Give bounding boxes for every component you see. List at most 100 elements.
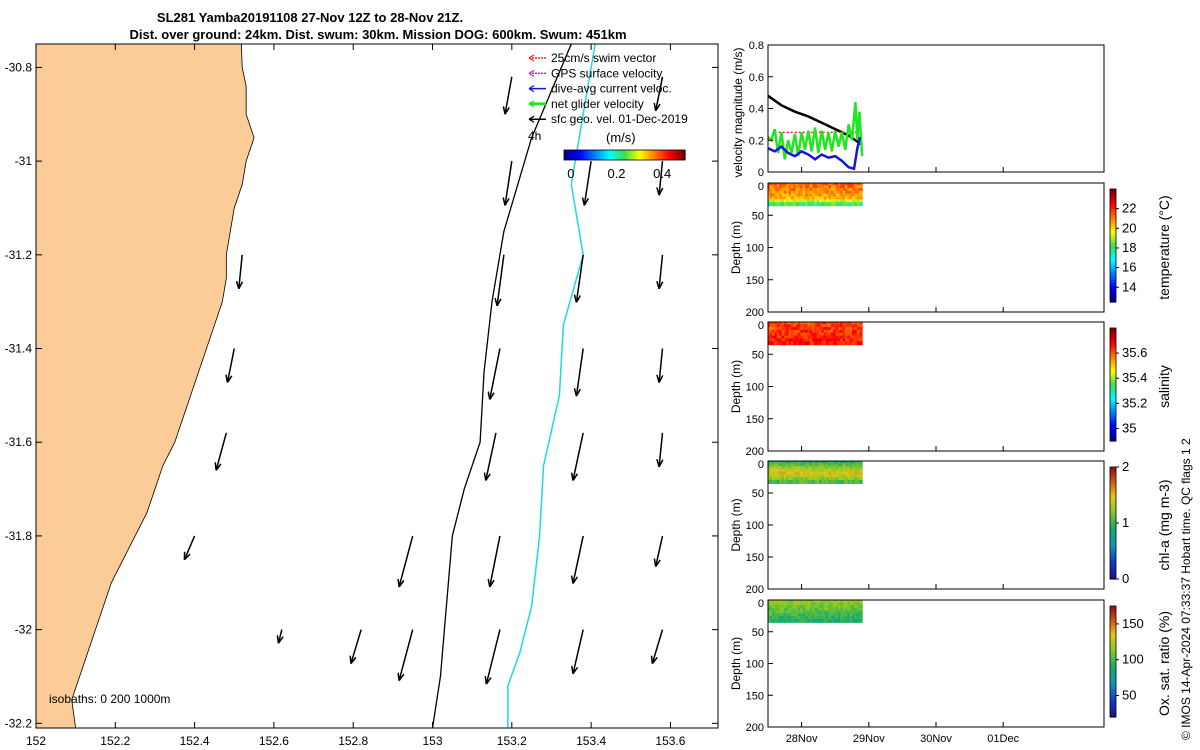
colorbar-cell [1110, 415, 1116, 419]
salinity-cell [823, 324, 828, 329]
chla-cell [816, 466, 821, 470]
temperature-cell [779, 188, 783, 193]
salinity-cell [790, 327, 795, 332]
colorbar-cell [678, 150, 682, 160]
map-frame [35, 43, 719, 729]
salinity-cell [776, 329, 781, 334]
salinity-ytick-label: 0 [758, 320, 764, 332]
salinity-cell [783, 341, 788, 346]
temperature-cell [802, 196, 807, 201]
temperature-cell [823, 196, 828, 201]
temperature-cell [774, 190, 779, 195]
temperature-cell [768, 196, 771, 201]
salinity-cell [805, 341, 809, 346]
oxygen-cell [835, 610, 840, 615]
chla-cell [859, 468, 863, 473]
colorbar-cell [1110, 708, 1116, 713]
colorbar-cell [1110, 426, 1116, 431]
chla-cell [769, 474, 774, 479]
oxygen-cell [805, 602, 809, 607]
salinity-cell [807, 335, 811, 340]
salinity-ytick-label: 100 [746, 382, 764, 394]
chla-cell [807, 468, 811, 473]
salinity-cell [826, 327, 830, 332]
chla-cell [805, 461, 809, 465]
oxygen-cell [802, 618, 807, 623]
chla-cell [835, 468, 840, 473]
salinity-cell [847, 341, 851, 346]
colorbar-cell [1110, 208, 1116, 213]
salinity-cell [793, 324, 797, 329]
colorbar-cell [1110, 279, 1116, 283]
oxygen-cell [783, 613, 788, 618]
oxygen-cell [828, 613, 833, 618]
colorbar-cell [1110, 545, 1116, 549]
salinity-cell [833, 338, 837, 343]
oxygen-cell [814, 618, 818, 623]
chla-cell [790, 477, 795, 482]
map-ytick-label: -31 [15, 154, 33, 168]
chla-cell [812, 461, 816, 465]
salinity-cell [845, 329, 849, 334]
oxygen-cell [805, 616, 809, 621]
salinity-cell [837, 332, 842, 337]
oxygen-cell [797, 602, 802, 607]
salinity-cell [842, 338, 847, 343]
salinity-cell [768, 341, 771, 346]
colorbar-cell [596, 150, 599, 160]
colorbar-cell [668, 150, 672, 160]
salinity-cell [823, 327, 828, 332]
colorbar-cell [1110, 285, 1116, 289]
oxygen-cell [847, 607, 851, 612]
oxygen-cell [805, 607, 809, 612]
chla-cell [845, 466, 849, 470]
salinity-cell [828, 332, 833, 337]
oxygen-cell [854, 600, 858, 604]
chla-cell [797, 480, 802, 484]
salinity-cell [837, 329, 842, 334]
oxygen-cell [833, 618, 837, 623]
oxygen-cell [807, 602, 811, 607]
salinity-cell [854, 335, 858, 340]
temperature-cell [809, 190, 814, 195]
colorbar-cell [1110, 353, 1116, 357]
oxygen-cell [837, 607, 842, 612]
colorbar-tick-label: 150 [1122, 616, 1144, 631]
temperature-cell [842, 196, 847, 201]
colorbar-cell [1110, 633, 1116, 638]
temperature-cell [845, 193, 849, 198]
colorbar-tick-label: 0 [1122, 571, 1129, 586]
temperature-cell [856, 188, 861, 193]
temperature-cell [769, 185, 774, 190]
oxygen-cell [795, 604, 800, 609]
colorbar-cell [1110, 359, 1116, 363]
temperature-cell [779, 196, 783, 201]
title-line2: Dist. over ground: 24km. Dist. swum: 30k… [129, 27, 626, 42]
map-ytick-label: -31.4 [5, 342, 33, 356]
current-vector [397, 629, 414, 682]
colorbar-cell [1110, 711, 1116, 715]
colorbar-cell [1110, 245, 1116, 249]
temperature-cell [845, 190, 849, 195]
salinity-cell [854, 338, 858, 343]
map-panel: 152 152.2 152.4 152.6 152.8 153 153.2 153.4 153.… [5, 43, 719, 748]
chla-cell [774, 480, 779, 484]
salinity-cell [809, 327, 814, 332]
chla-cell [849, 461, 854, 465]
temperature-cell [768, 202, 771, 207]
chla-cell [842, 468, 847, 473]
oxygen-cell [819, 604, 823, 609]
oxygen-cell [774, 604, 779, 609]
salinity-cell [800, 324, 804, 329]
salinity-cell [779, 324, 783, 329]
chla-cell [854, 480, 858, 484]
chla-cell [779, 463, 783, 468]
oxygen-cell [847, 613, 851, 618]
salinity-cell [854, 332, 858, 337]
temperature-cell [793, 196, 797, 201]
salinity-cell [802, 329, 807, 334]
chla-cell [802, 461, 807, 465]
salinity-cell [795, 329, 800, 334]
